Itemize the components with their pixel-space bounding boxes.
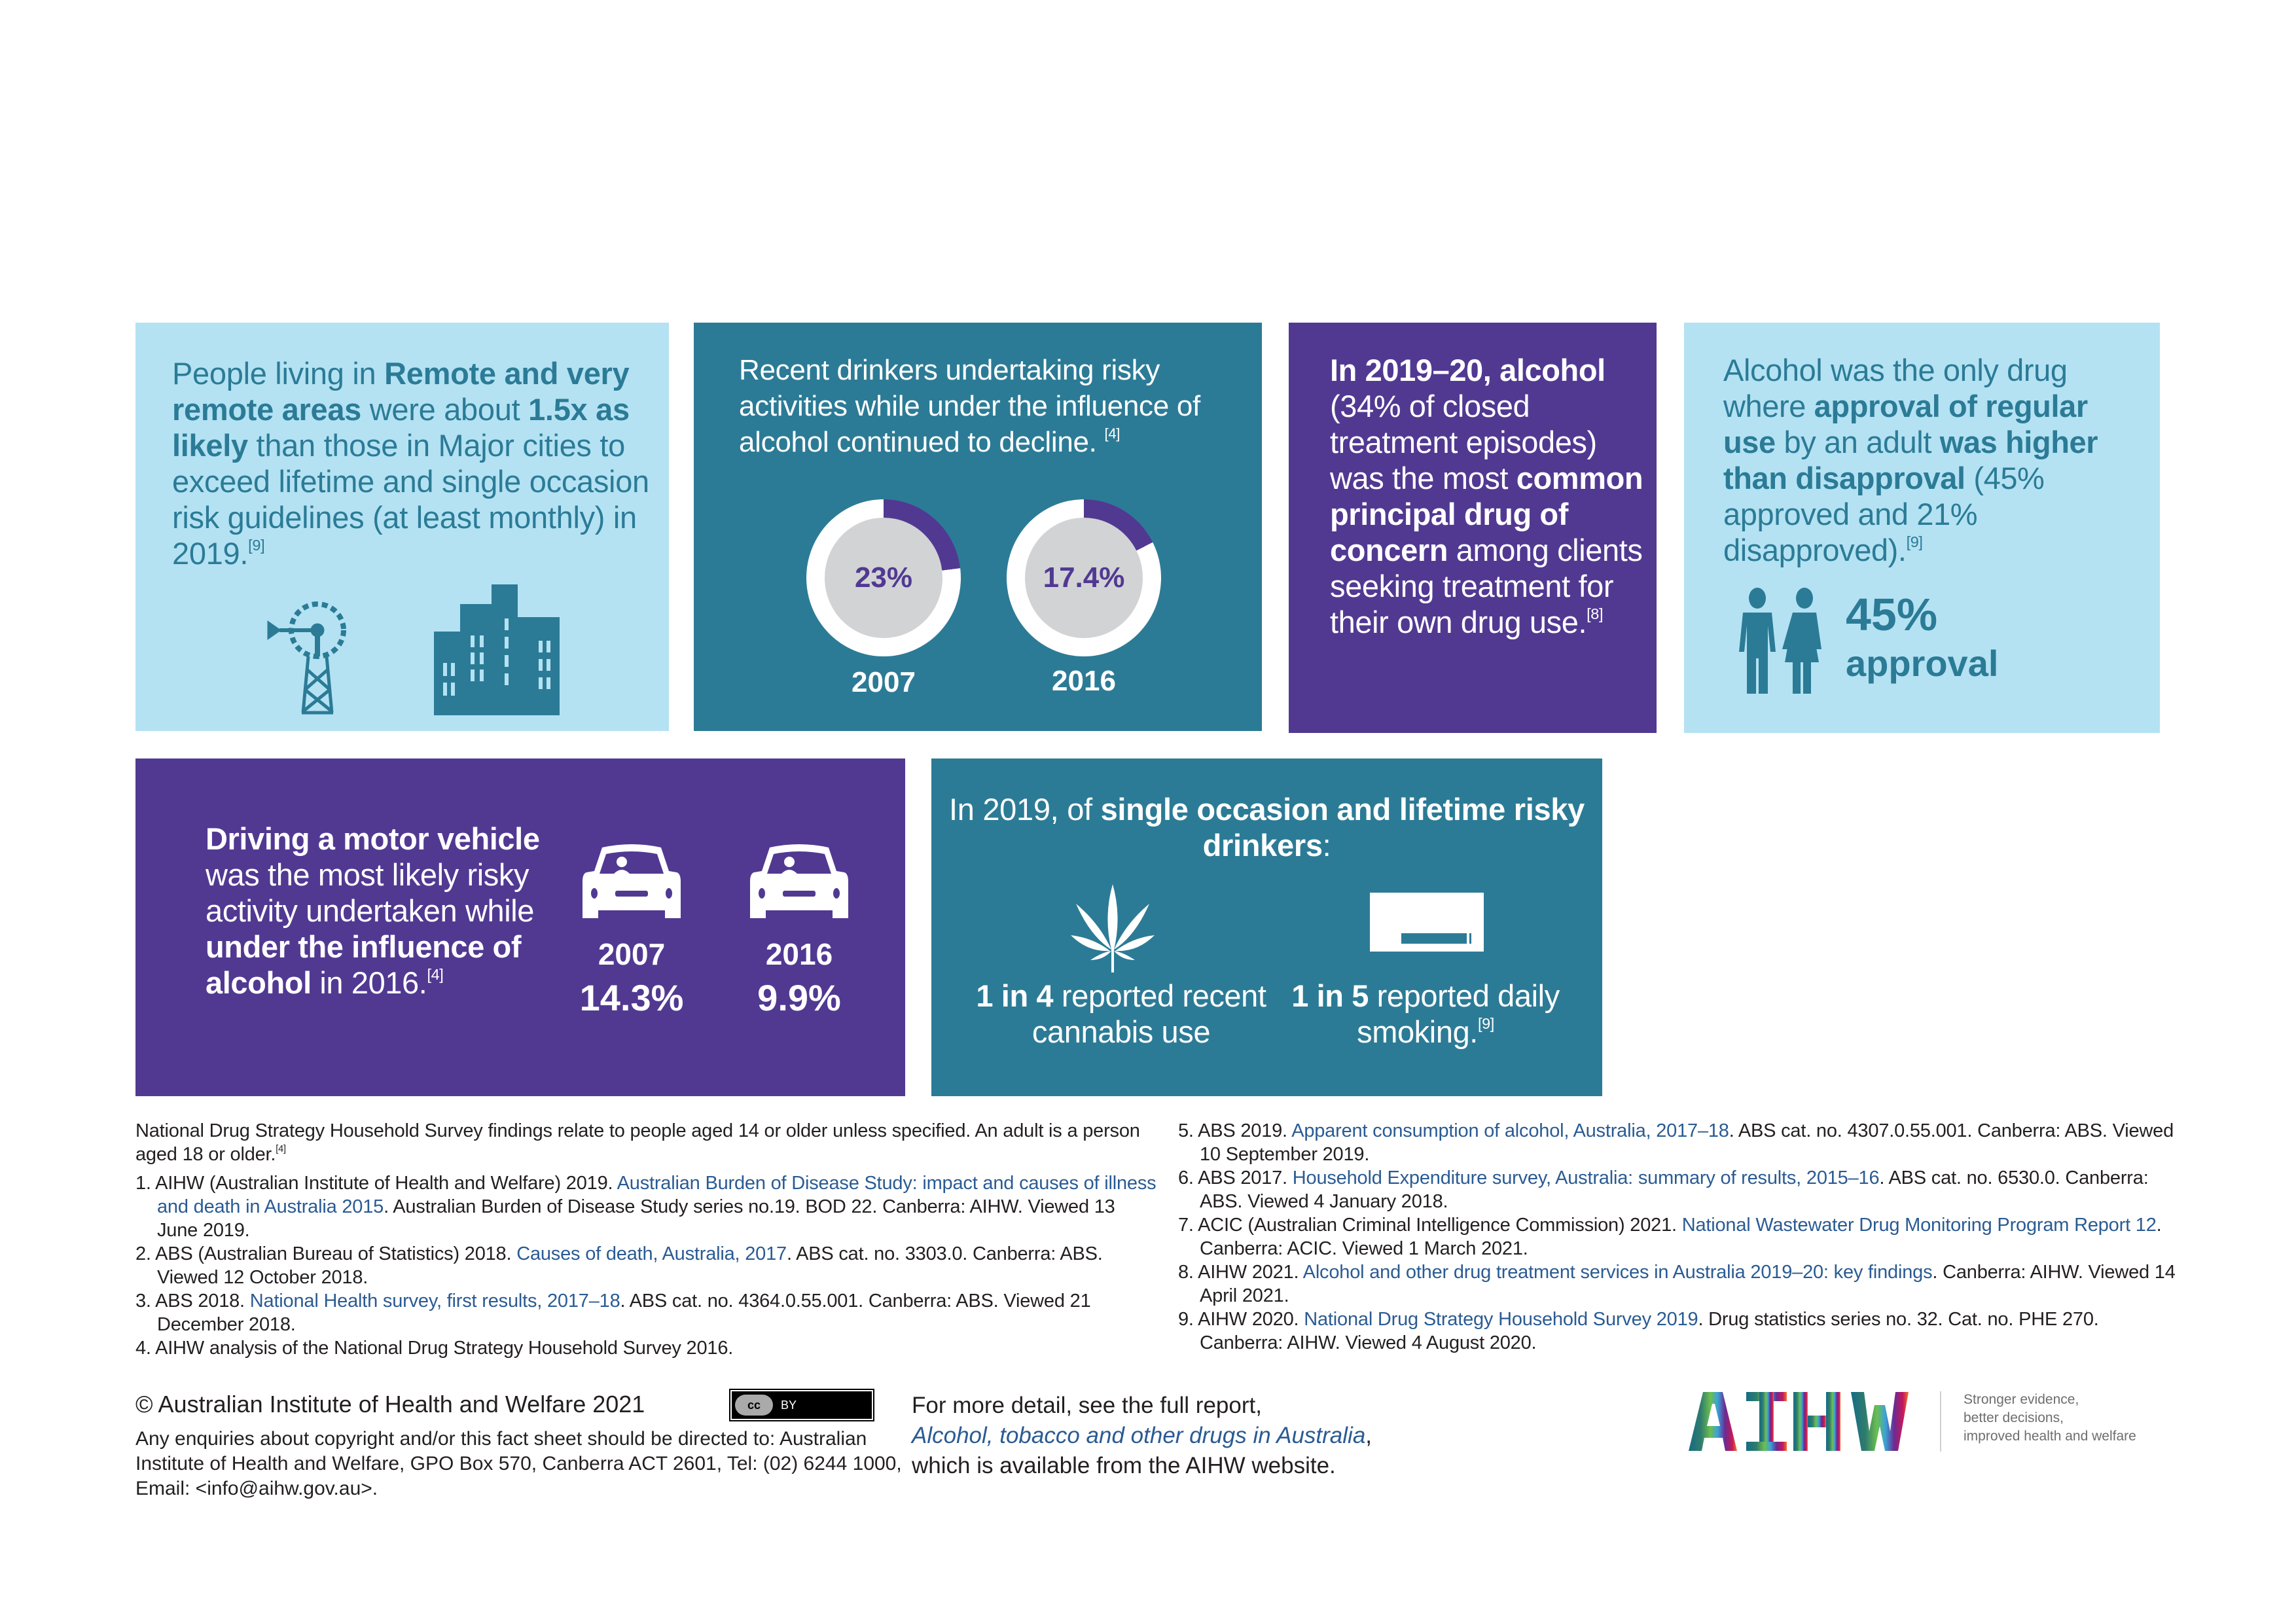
reference-link[interactable]: Australian Burden of Disease Study: impa… <box>157 1173 1157 1217</box>
reference-link[interactable]: National Health survey, first results, 2… <box>249 1291 620 1311</box>
approval-stat-label: approval <box>1846 643 1999 684</box>
reference-link[interactable]: Household Expenditure survey, Australia:… <box>1292 1168 1880 1188</box>
windmill-icon <box>267 601 346 715</box>
cc-icon: cc <box>735 1395 773 1416</box>
more-detail-text: For more detail, see the full report, Al… <box>912 1393 1372 1478</box>
reference-item: 9. AIHW 2020. National Drug Strategy Hou… <box>1178 1309 2099 1353</box>
reference-item: 4. AIHW analysis of the National Drug St… <box>135 1338 734 1359</box>
driving-panel: Driving a motor vehicle was the most lik… <box>135 758 905 1096</box>
reference-link[interactable]: Causes of death, Australia, 2017 <box>516 1243 787 1264</box>
reference-link[interactable]: Apparent consumption of alcohol, Austral… <box>1291 1120 1729 1141</box>
reference-item: 2. ABS (Australian Bureau of Statistics)… <box>135 1243 1103 1288</box>
car-2016-value: 9.9% <box>757 977 841 1018</box>
car-2007-year: 2007 <box>598 937 666 971</box>
risky-activities-text: Recent drinkers undertaking risky activi… <box>739 354 1200 458</box>
reference-item: 8. AIHW 2021. Alcohol and other drug tre… <box>1178 1262 2176 1306</box>
notes-right-column: 5. ABS 2019. Apparent consumption of alc… <box>1178 1119 2186 1355</box>
driving-text: Driving a motor vehicle was the most lik… <box>206 821 540 1000</box>
reference-item: 7. ACIC (Australian Criminal Intelligenc… <box>1178 1215 2162 1259</box>
donut-2007-year: 2007 <box>852 666 916 698</box>
aihw-tagline: Stronger evidence, better decisions, imp… <box>1964 1392 2136 1444</box>
reference-link[interactable]: National Wastewater Drug Monitoring Prog… <box>1681 1215 2157 1236</box>
man-woman-icon <box>1739 588 1821 694</box>
full-report-link[interactable]: Alcohol, tobacco and other drugs in Aust… <box>912 1423 1366 1448</box>
remote-areas-panel: People living in Remote and very remote … <box>135 323 669 731</box>
enquiries-text: Any enquiries about copyright and/or thi… <box>135 1428 902 1499</box>
city-buildings-icon <box>434 584 560 715</box>
creative-commons-badge[interactable]: cc BY <box>732 1391 872 1419</box>
risky-drinkers-heading: In 2019, of single occasion and lifetime… <box>948 792 1585 863</box>
risky-activities-panel: Recent drinkers undertaking risky activi… <box>694 323 1262 731</box>
aihw-logo[interactable] <box>1689 1392 1911 1451</box>
ref-marker: [4] <box>427 965 444 983</box>
reference-item: 5. ABS 2019. Apparent consumption of alc… <box>1178 1120 2174 1165</box>
car-icon <box>583 844 681 918</box>
donut-2016-value: 17.4% <box>1025 518 1143 638</box>
ref-marker: [4] <box>1104 425 1121 442</box>
cannabis-stat: 1 in 4 reported recent cannabis use <box>976 978 1266 1049</box>
logo-divider <box>1940 1391 1941 1452</box>
car-icon <box>750 844 848 918</box>
ref-marker: [4] <box>276 1143 286 1154</box>
ref-marker: [9] <box>1906 533 1923 550</box>
copyright-notice: © Australian Institute of Health and Wel… <box>135 1391 645 1418</box>
approval-panel: Alcohol was the only drug where approval… <box>1684 323 2160 733</box>
ref-marker: [8] <box>1587 605 1604 622</box>
references-list: 1. AIHW (Australian Institute of Health … <box>135 1171 1157 1360</box>
donut-2007-value: 23% <box>825 518 942 638</box>
reference-link[interactable]: Alcohol and other drug treatment service… <box>1302 1262 1933 1283</box>
cannabis-leaf-icon <box>1071 884 1155 972</box>
approval-stat-value: 45% <box>1846 589 1938 640</box>
ref-marker: [9] <box>248 536 265 554</box>
notes-left-column: National Drug Strategy Household Survey … <box>135 1119 1157 1360</box>
cc-by-label: BY <box>781 1398 797 1412</box>
approval-text: Alcohol was the only drug where approval… <box>1723 353 2098 567</box>
reference-item: 1. AIHW (Australian Institute of Health … <box>135 1173 1157 1241</box>
donut-2016-year: 2016 <box>1052 665 1116 697</box>
references-list: 5. ABS 2019. Apparent consumption of alc… <box>1178 1119 2186 1355</box>
car-2016-year: 2016 <box>765 937 833 971</box>
survey-note: National Drug Strategy Household Survey … <box>135 1120 1140 1165</box>
reference-item: 3. ABS 2018. National Health survey, fir… <box>135 1291 1091 1335</box>
reference-link[interactable]: National Drug Strategy Household Survey … <box>1304 1309 1698 1330</box>
remote-areas-text: People living in Remote and very remote … <box>172 356 649 571</box>
car-2007-value: 14.3% <box>579 977 684 1018</box>
treatment-panel: In 2019–20, alcohol (34% of closed treat… <box>1289 323 1657 733</box>
smoking-stat: 1 in 5 reported daily smoking.[9] <box>1291 978 1560 1049</box>
ref-marker: [9] <box>1477 1014 1494 1032</box>
cigarette-icon <box>1370 893 1484 952</box>
donut-2016: 17.4% <box>1007 499 1161 656</box>
reference-item: 6. ABS 2017. Household Expenditure surve… <box>1178 1168 2149 1212</box>
donut-2007: 23% <box>806 499 961 656</box>
risky-drinkers-panel: In 2019, of single occasion and lifetime… <box>931 758 1602 1096</box>
treatment-text: In 2019–20, alcohol (34% of closed treat… <box>1330 353 1643 639</box>
